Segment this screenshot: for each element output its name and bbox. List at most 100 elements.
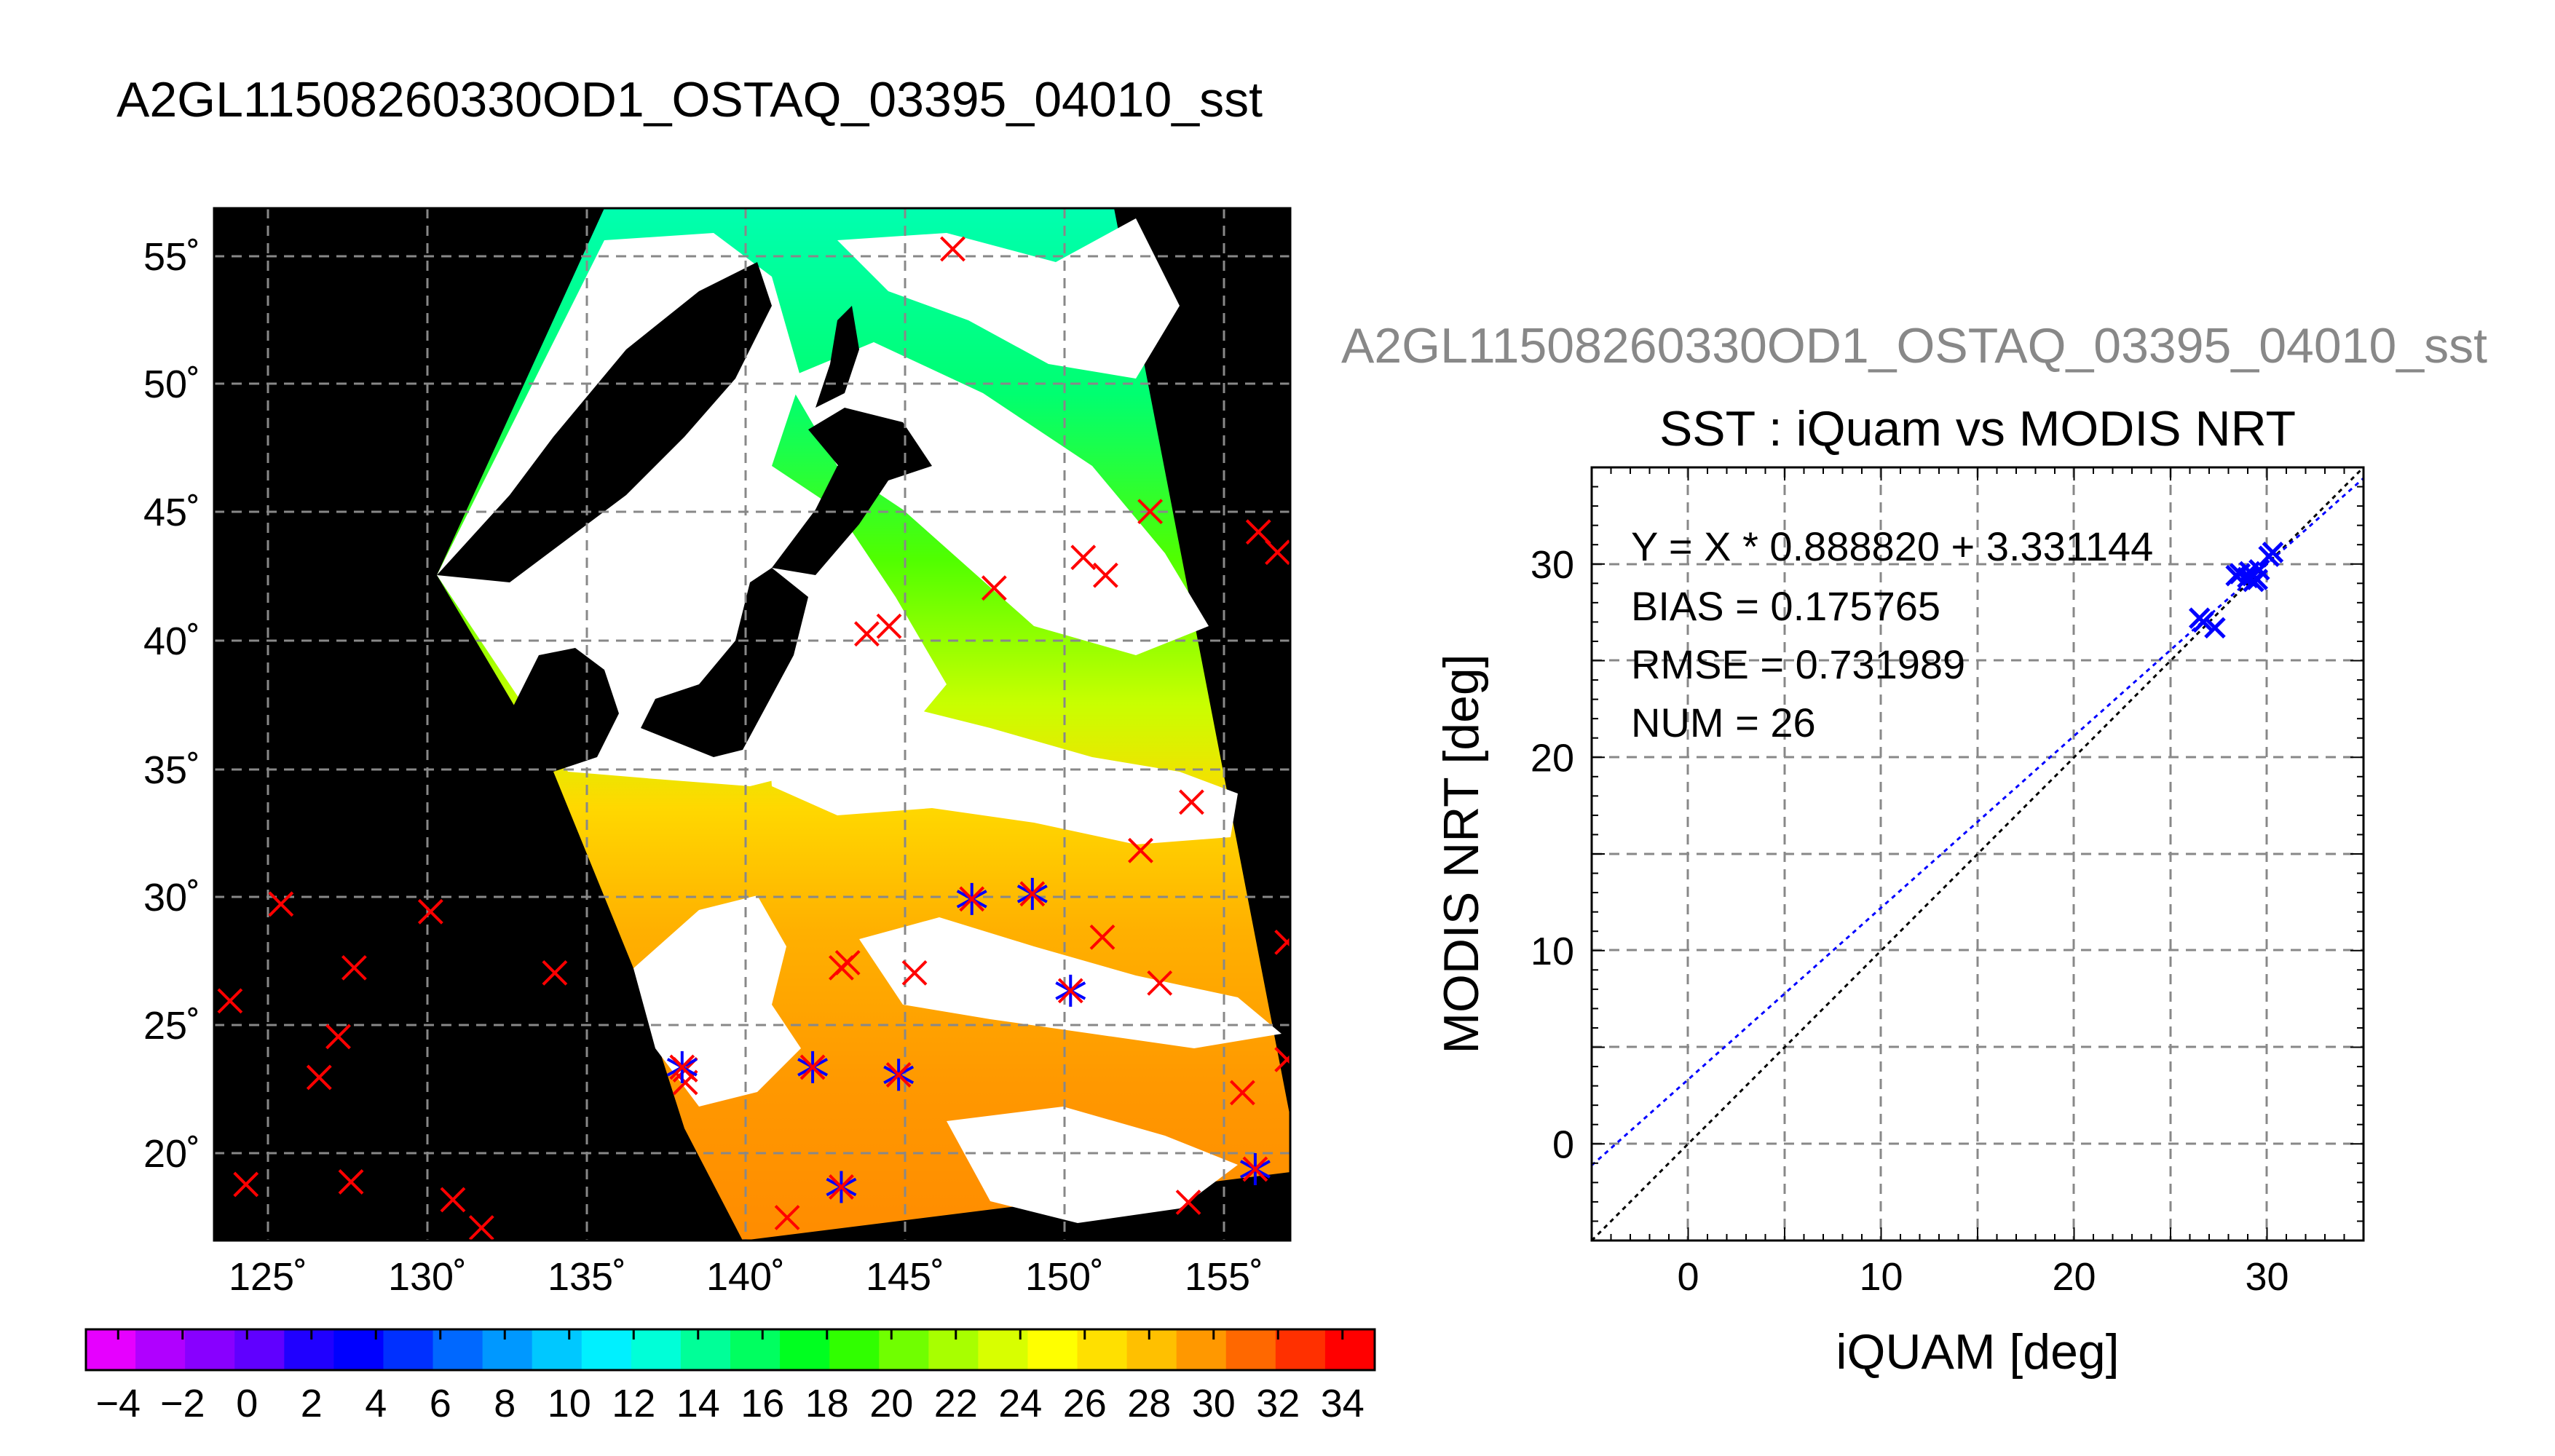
colorbar-tick-label: 22 [934, 1382, 978, 1425]
marker-stroke [1092, 562, 1118, 588]
marker-stroke [1089, 924, 1115, 950]
marker-stroke [1245, 519, 1271, 545]
marker-stroke [341, 954, 367, 981]
match-marker [338, 1169, 364, 1195]
match-marker [981, 575, 1007, 601]
colorbar-tick-label: 16 [741, 1382, 784, 1425]
colorbar-cell [185, 1329, 236, 1370]
scatter-point [2204, 617, 2226, 639]
marker-stroke [440, 1187, 466, 1213]
colorbar-cell [1275, 1329, 1326, 1370]
marker-stroke [542, 960, 568, 986]
match-marker [306, 1064, 332, 1091]
colorbar: −4 −2 0 2 4 6 8 10 12 14 16 18 20 22 24 26 28 30 32 34 [84, 1328, 1376, 1425]
marker-stroke [1242, 1156, 1268, 1182]
colorbar-tick-label: 20 [869, 1382, 913, 1425]
map-panel: 125˚ 130˚ 135˚ 140˚ 145˚ 150˚ 155˚ 20˚ 2… [143, 207, 1292, 1299]
x-tick-label: 0 [1677, 1255, 1699, 1299]
cloud-region [437, 233, 947, 786]
map-frame [213, 207, 1292, 1242]
colorbar-cell [1225, 1329, 1276, 1370]
lat-tick-label: 25˚ [143, 1004, 200, 1048]
marker-stroke [1137, 499, 1164, 525]
match-marker [440, 1187, 466, 1213]
marker-stroke [1274, 937, 1290, 955]
match-marker [854, 621, 880, 647]
y-tick-label: 20 [1531, 736, 1574, 780]
colorbar-cell [780, 1329, 831, 1370]
colorbar-cell [879, 1329, 930, 1370]
y-tick-label: 30 [1531, 543, 1574, 587]
cloud-region [947, 1107, 1238, 1223]
y-tick-label: 10 [1531, 930, 1574, 973]
matchup-marker [1239, 1152, 1271, 1185]
marker-stroke [338, 1169, 364, 1195]
colorbar-tick-label: −4 [95, 1382, 141, 1425]
colorbar-cell [482, 1329, 533, 1370]
colorbar-tick-label: 2 [301, 1382, 323, 1425]
colorbar-tick-label: 30 [1192, 1382, 1236, 1425]
colorbar-tick-label: 34 [1321, 1382, 1365, 1425]
colorbar-cell [829, 1329, 880, 1370]
matchup-marker [883, 1059, 915, 1091]
match-marker [468, 1215, 494, 1241]
scatter-points [2188, 542, 2284, 639]
colorbar-tick-label: 0 [236, 1382, 258, 1425]
scatter-panel: 0 10 20 30 0 10 20 30 Y = X * 0.888820 + 3.3311… [1434, 466, 2365, 1380]
marker-stroke [901, 960, 928, 986]
scatter-point [2192, 611, 2214, 633]
match-marker [1089, 924, 1115, 950]
scatter-ticks: 0 10 20 30 0 10 20 30 [1531, 467, 2364, 1299]
colorbar-cell [1324, 1329, 1375, 1370]
match-marker [1147, 970, 1173, 996]
match-marker [1274, 929, 1290, 955]
match-marker [325, 1024, 351, 1050]
y-tick-label: 0 [1552, 1123, 1574, 1166]
match-marker [268, 891, 294, 917]
match-marker [1175, 1190, 1201, 1215]
lat-tick-label: 40˚ [143, 620, 200, 663]
land-asia [437, 262, 772, 582]
match-marker [940, 236, 965, 262]
marker-stroke [876, 613, 902, 639]
colorbar-tick-label: 26 [1063, 1382, 1107, 1425]
scatter-point [2248, 558, 2270, 581]
marker-stroke [854, 621, 880, 647]
marker-stroke [774, 1205, 800, 1230]
num-value: NUM = 26 [1631, 700, 1816, 745]
match-marker [341, 954, 367, 981]
colorbar-cell [234, 1329, 285, 1370]
colorbar-tick-label: 6 [430, 1382, 451, 1425]
scatter-grid [1592, 467, 2364, 1241]
lat-tick-label: 20˚ [143, 1132, 200, 1176]
land-korea [510, 648, 619, 772]
colorbar-tick-label: 14 [676, 1382, 720, 1425]
colorbar-tick-label: 8 [494, 1382, 516, 1425]
marker-stroke [940, 236, 965, 262]
colorbar-tick-label: −2 [160, 1382, 205, 1425]
colorbar-cell [1027, 1329, 1078, 1370]
point-stroke [2192, 611, 2214, 633]
marker-stroke [1274, 1054, 1290, 1072]
colorbar-tick-label: 32 [1256, 1382, 1300, 1425]
lon-tick-label: 130˚ [388, 1255, 467, 1299]
marker-stroke [981, 575, 1007, 601]
lon-tick-label: 140˚ [706, 1255, 785, 1299]
match-marker [1137, 499, 1164, 525]
x-axis-label: iQUAM [deg] [1836, 1324, 2119, 1380]
marker-stroke [669, 1054, 695, 1080]
match-marker [901, 960, 928, 986]
colorbar-tick-label: 18 [805, 1382, 849, 1425]
colorbar-cell [284, 1329, 335, 1370]
match-marker [1128, 837, 1153, 863]
match-marker [834, 949, 861, 976]
matchup-marker [1055, 974, 1086, 1007]
scatter-point [2262, 542, 2284, 563]
lat-tick-label: 55˚ [143, 235, 200, 279]
matchup-marker [956, 882, 987, 915]
marker-stroke [468, 1215, 494, 1241]
colorbar-cell [1126, 1329, 1177, 1370]
marker-stroke [1265, 539, 1290, 566]
point-stroke [2204, 617, 2226, 639]
